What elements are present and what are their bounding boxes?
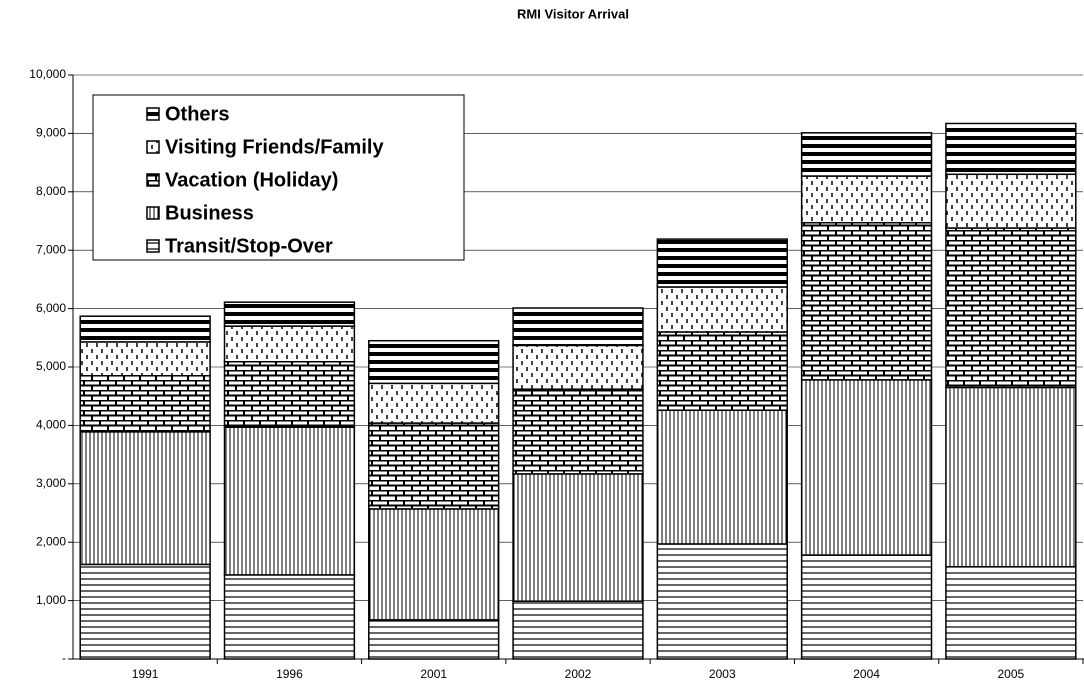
bar-segment: [223, 426, 356, 576]
x-tick-label: 2003: [709, 667, 736, 681]
bar-segment: [79, 315, 211, 343]
bar-segment: [945, 173, 1077, 229]
bar-segment: [368, 422, 500, 510]
bar-segment: [656, 409, 788, 545]
y-tick-label: 7,000: [36, 242, 66, 256]
chart-title: RMI Visitor Arrival: [517, 6, 629, 21]
x-tick-label: 2004: [853, 667, 880, 681]
x-tick-label: 2001: [420, 667, 447, 681]
y-tick-label: 3,000: [36, 476, 66, 490]
bar-segment: [656, 286, 788, 333]
y-tick-label: -: [62, 651, 66, 665]
bar-segment: [945, 386, 1077, 568]
x-tick-label: 2002: [565, 667, 592, 681]
bar-segment: [800, 379, 933, 556]
bar-segment: [79, 431, 211, 566]
bar-segment: [656, 331, 788, 411]
bar-segment: [800, 175, 933, 224]
legend-label: Others: [165, 103, 229, 125]
bar-segment: [368, 619, 500, 660]
bar-segment: [800, 132, 933, 177]
y-tick-label: 8,000: [36, 184, 66, 198]
y-tick-label: 9,000: [36, 126, 66, 140]
bars: [79, 122, 1077, 660]
bar-segment: [223, 360, 356, 428]
y-tick-label: 5,000: [36, 359, 66, 373]
bar-segment: [512, 388, 644, 475]
bar-segment: [223, 325, 356, 363]
y-tick-label: 2,000: [36, 534, 66, 548]
legend-swatch: [146, 239, 160, 253]
legend-label: Vacation (Holiday): [165, 169, 338, 191]
bar-segment: [945, 122, 1077, 176]
bar-segment: [800, 554, 933, 660]
bar-segment: [79, 375, 211, 433]
x-tick-label: 1996: [276, 667, 303, 681]
bar-segment: [368, 339, 500, 385]
y-tick-label: 1,000: [36, 593, 66, 607]
legend-swatch: [146, 206, 160, 220]
bar-segment: [512, 307, 644, 347]
bar-segment: [945, 565, 1077, 660]
bar-segment: [512, 473, 644, 602]
axes: - 1,000 2,000 3,000 4,000 5,000 6,000 7,000 8,00…: [29, 67, 1084, 681]
legend-swatch: [146, 140, 160, 154]
bar-segment: [656, 238, 788, 288]
bar-segment: [223, 301, 356, 327]
bar-segment: [368, 382, 500, 424]
legend-swatch: [146, 173, 160, 187]
x-tick-label: 2005: [998, 667, 1025, 681]
bar-segment: [79, 341, 211, 377]
bar-segment: [368, 508, 500, 621]
bar-segment: [79, 563, 211, 660]
y-tick-label: 10,000: [29, 67, 66, 81]
bar-segment: [945, 227, 1077, 389]
y-tick-label: 6,000: [36, 301, 66, 315]
x-tick-label: 1991: [132, 667, 159, 681]
legend: Transit/Stop-Over Business Vacation (Holid…: [92, 94, 465, 261]
bar-segment: [512, 600, 644, 660]
bar-segment: [512, 344, 644, 390]
legend-label: Business: [165, 202, 254, 224]
legend-label: Transit/Stop-Over: [165, 235, 333, 257]
legend-label: Visiting Friends/Family: [165, 136, 384, 158]
bar-segment: [800, 222, 933, 381]
bar-segment: [656, 543, 788, 660]
legend-swatch: [146, 107, 160, 121]
bar-segment: [223, 574, 356, 660]
y-tick-label: 4,000: [36, 418, 66, 432]
